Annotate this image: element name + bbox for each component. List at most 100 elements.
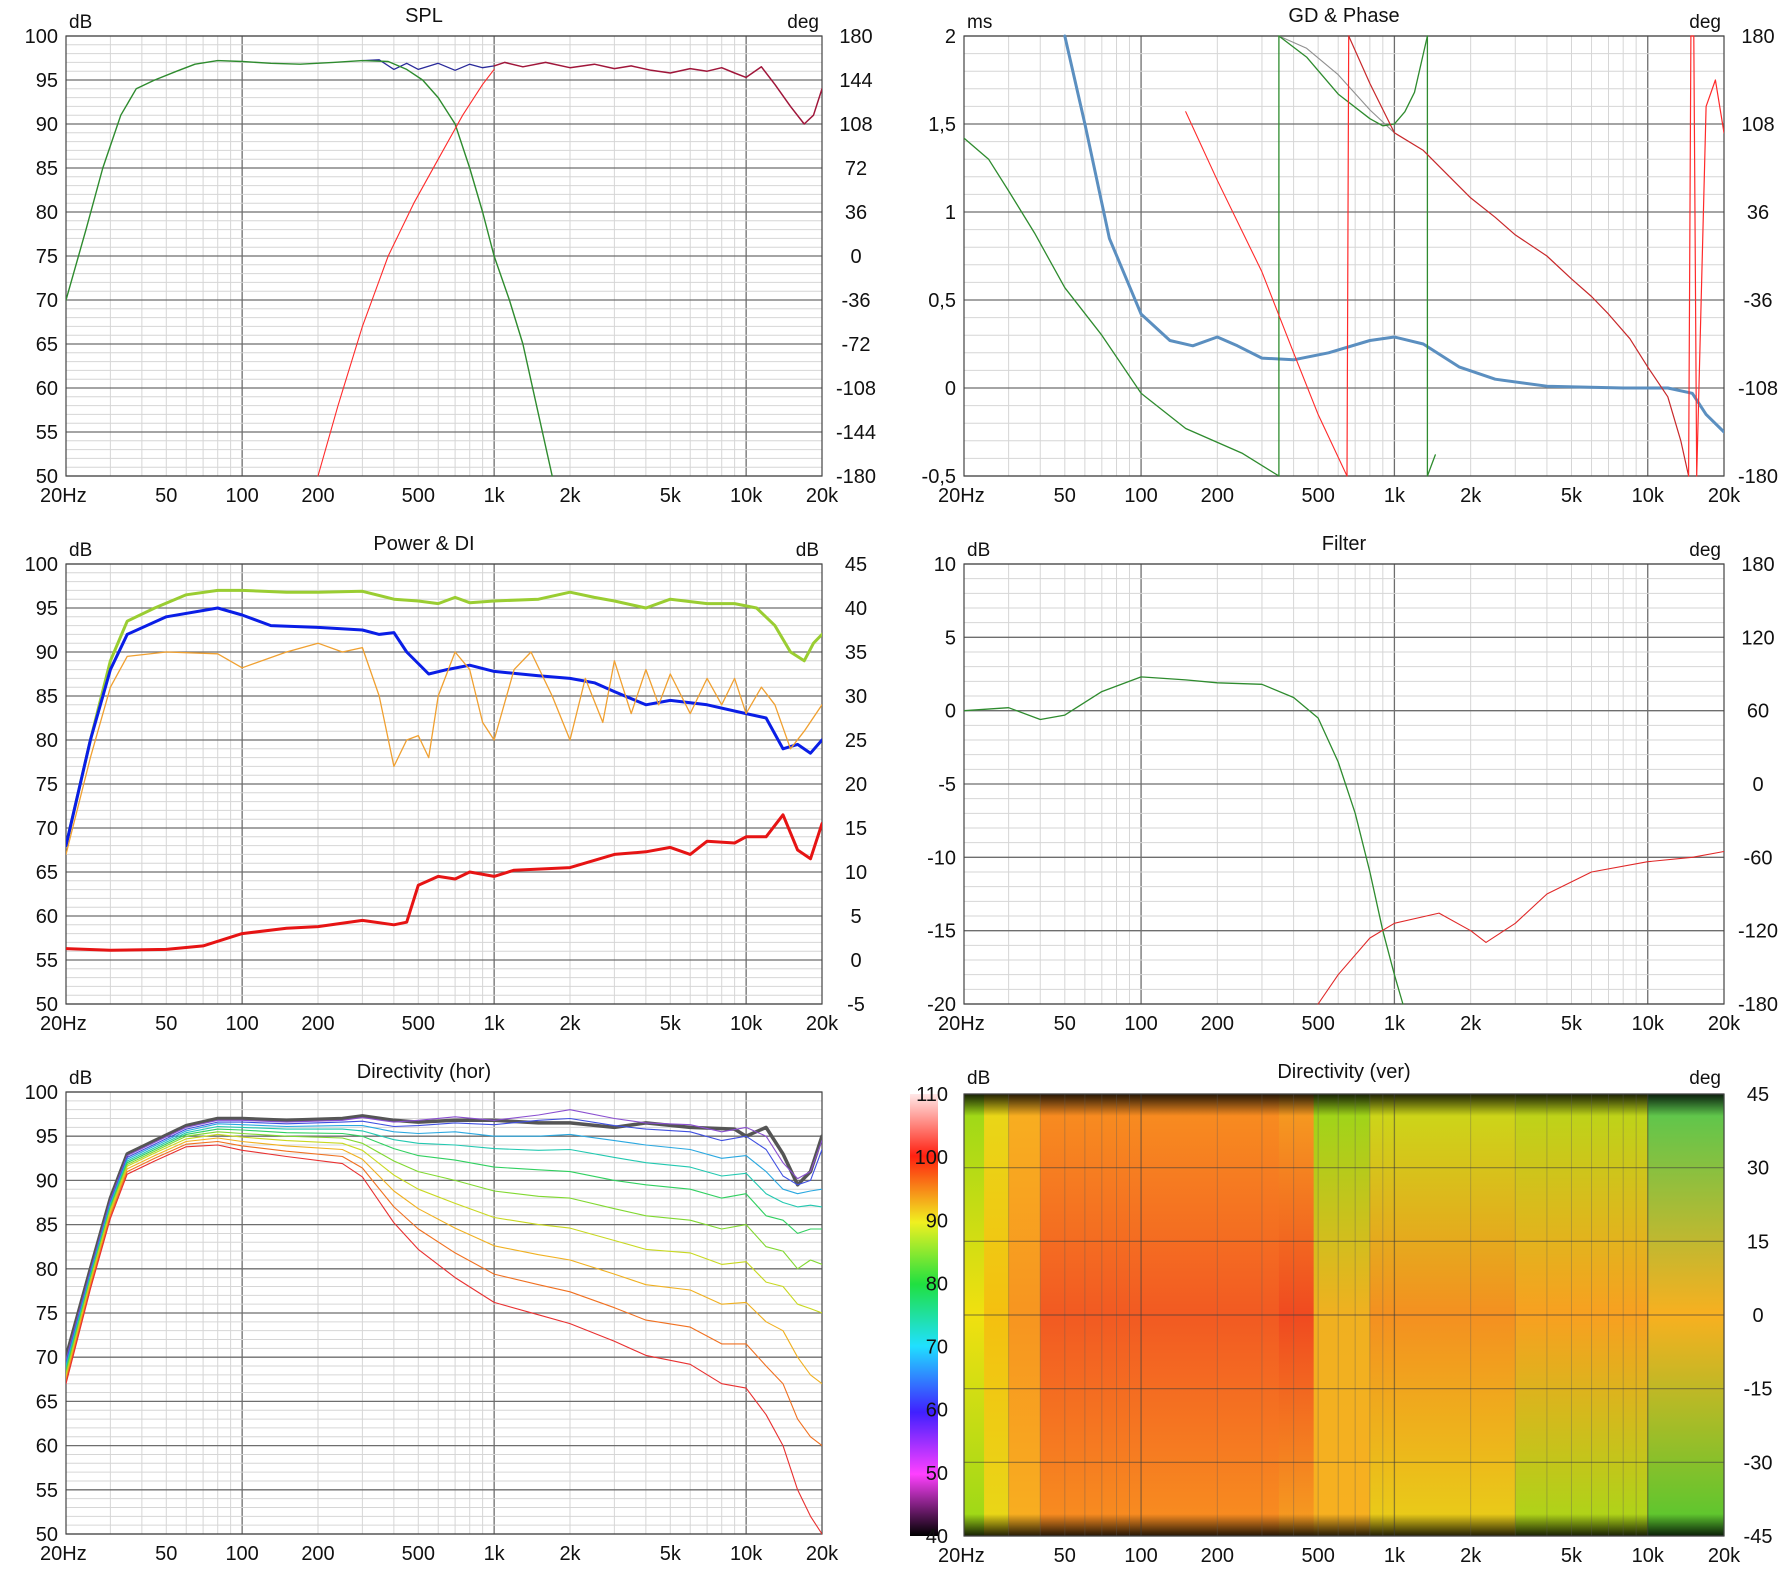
y-right-unit: deg — [787, 12, 819, 33]
y2-tick-label: 45 — [845, 554, 867, 576]
y-tick-label: 10 — [934, 554, 956, 576]
y2-tick-label: -108 — [1738, 378, 1778, 400]
y2-tick-label: -180 — [836, 466, 876, 488]
y-tick-label: 1,5 — [928, 114, 956, 136]
series-group — [964, 676, 1724, 1005]
y2-tick-label: -144 — [836, 422, 876, 444]
y2-tick-label: 0 — [1752, 774, 1763, 796]
x-tick-label: 500 — [402, 485, 435, 507]
y-tick-label: 100 — [25, 26, 58, 48]
y2-tick-label: 15 — [845, 818, 867, 840]
x-tick-label: 500 — [402, 1013, 435, 1035]
y2-tick-label: -45 — [1744, 1526, 1773, 1548]
x-tick-label: 20k — [1708, 485, 1741, 507]
x-tick-label: 100 — [225, 485, 258, 507]
x-tick-label: 50 — [155, 485, 177, 507]
colorbar-tick-label: 110 — [916, 1084, 948, 1106]
y-tick-label: 50 — [36, 994, 58, 1016]
x-tick-label: 100 — [1124, 1545, 1157, 1567]
x-tick-label: 10k — [730, 1543, 763, 1565]
grid — [65, 563, 823, 1005]
x-tick-label: 10k — [1632, 485, 1665, 507]
y-left-unit: dB — [967, 540, 990, 561]
x-tick-label: 200 — [301, 1543, 334, 1565]
y-right-unit: deg — [1689, 1068, 1721, 1089]
y2-tick-label: 25 — [845, 730, 867, 752]
x-tick-label: 2k — [559, 1543, 581, 1565]
y-tick-label: 95 — [36, 1126, 58, 1148]
colorbar-tick-label: 70 — [926, 1337, 948, 1359]
series-line — [66, 1128, 822, 1372]
y-tick-label: 65 — [36, 862, 58, 884]
y2-tick-label: 0 — [850, 246, 861, 268]
series-group — [66, 1109, 822, 1535]
directivity-ver-chart-panel: 40 50 60 70 80 90 100 110 Directivity (ver) dB deg… — [900, 1056, 1788, 1574]
y-tick-label: 80 — [36, 730, 58, 752]
spl-chart-panel: SPL dB deg 50 55 60 65 70 75 80 85 90 95 100 -180 -144 -… — [0, 0, 886, 516]
x-tick-label: 500 — [402, 1543, 435, 1565]
x-tick-label: 1k — [484, 1543, 506, 1565]
y2-tick-label: 10 — [845, 862, 867, 884]
colorbar-tick-label: 50 — [926, 1463, 948, 1485]
y-tick-label: 70 — [36, 1347, 58, 1369]
chart-title: Power & DI — [373, 533, 474, 555]
y-tick-label: 90 — [36, 114, 58, 136]
series-line — [66, 1131, 822, 1374]
series-line — [1185, 111, 1348, 477]
series-line — [66, 1109, 822, 1361]
series-line — [66, 1144, 822, 1535]
y-tick-label: 85 — [36, 1215, 58, 1237]
y-tick-label: 50 — [36, 1524, 58, 1546]
x-tick-label: 100 — [225, 1013, 258, 1035]
series-line — [66, 813, 822, 952]
x-tick-label: 20Hz — [938, 485, 985, 507]
gd-phase-chart-panel: GD & Phase ms deg -0,5 0 0,5 1 1,5 2 -180 -108 -36 3… — [900, 0, 1788, 516]
x-tick-label: 1k — [1384, 1545, 1406, 1567]
y-tick-label: 95 — [36, 70, 58, 92]
y2-tick-label: 180 — [1741, 554, 1774, 576]
x-tick-label: 20Hz — [938, 1013, 985, 1035]
series-line — [1426, 35, 1436, 477]
y-tick-label: 75 — [36, 246, 58, 268]
y-left-unit: dB — [69, 540, 92, 561]
y2-tick-label: 36 — [845, 202, 867, 224]
y-left-unit: dB — [69, 12, 92, 33]
y-right-unit: dB — [796, 540, 819, 561]
series-line — [66, 59, 553, 477]
x-tick-label: 50 — [1054, 1545, 1076, 1567]
series-line — [66, 1133, 822, 1377]
y-tick-label: 95 — [36, 598, 58, 620]
y-left-unit: dB — [967, 1068, 990, 1089]
chart-title: SPL — [405, 5, 443, 27]
y-tick-label: 55 — [36, 1480, 58, 1502]
plot-frame — [963, 35, 1725, 477]
x-tick-label: 1k — [1384, 485, 1406, 507]
y-tick-label: -15 — [927, 921, 956, 943]
y-tick-label: 100 — [25, 1082, 58, 1104]
y2-tick-label: -180 — [1738, 994, 1778, 1016]
y-tick-label: 55 — [36, 422, 58, 444]
heatmap-edge-top — [964, 1094, 1724, 1116]
series-group — [66, 59, 822, 477]
x-tick-label: 20Hz — [938, 1545, 985, 1567]
x-tick-label: 20k — [806, 1543, 839, 1565]
x-tick-label: 200 — [1201, 1545, 1234, 1567]
y-tick-label: 100 — [25, 554, 58, 576]
x-tick-label: 5k — [660, 1013, 682, 1035]
colorbar-tick-label: 60 — [926, 1400, 948, 1422]
y2-tick-label: 108 — [1741, 114, 1774, 136]
y2-tick-label: -5 — [847, 994, 865, 1016]
x-tick-label: 50 — [1054, 485, 1076, 507]
series-line — [66, 1123, 822, 1366]
x-tick-label: 100 — [1124, 1013, 1157, 1035]
y2-tick-label: 5 — [850, 906, 861, 928]
x-tick-label: 100 — [1124, 485, 1157, 507]
gd-phase-chart: GD & Phase ms deg -0,5 0 0,5 1 1,5 2 -180 -108 -36 3… — [922, 5, 1778, 507]
y-tick-label: 90 — [36, 642, 58, 664]
x-tick-label: 1k — [484, 485, 506, 507]
x-tick-label: 5k — [1561, 1545, 1583, 1567]
plot-frame — [963, 1093, 1725, 1537]
grid — [65, 35, 823, 477]
series-line — [964, 137, 1280, 477]
